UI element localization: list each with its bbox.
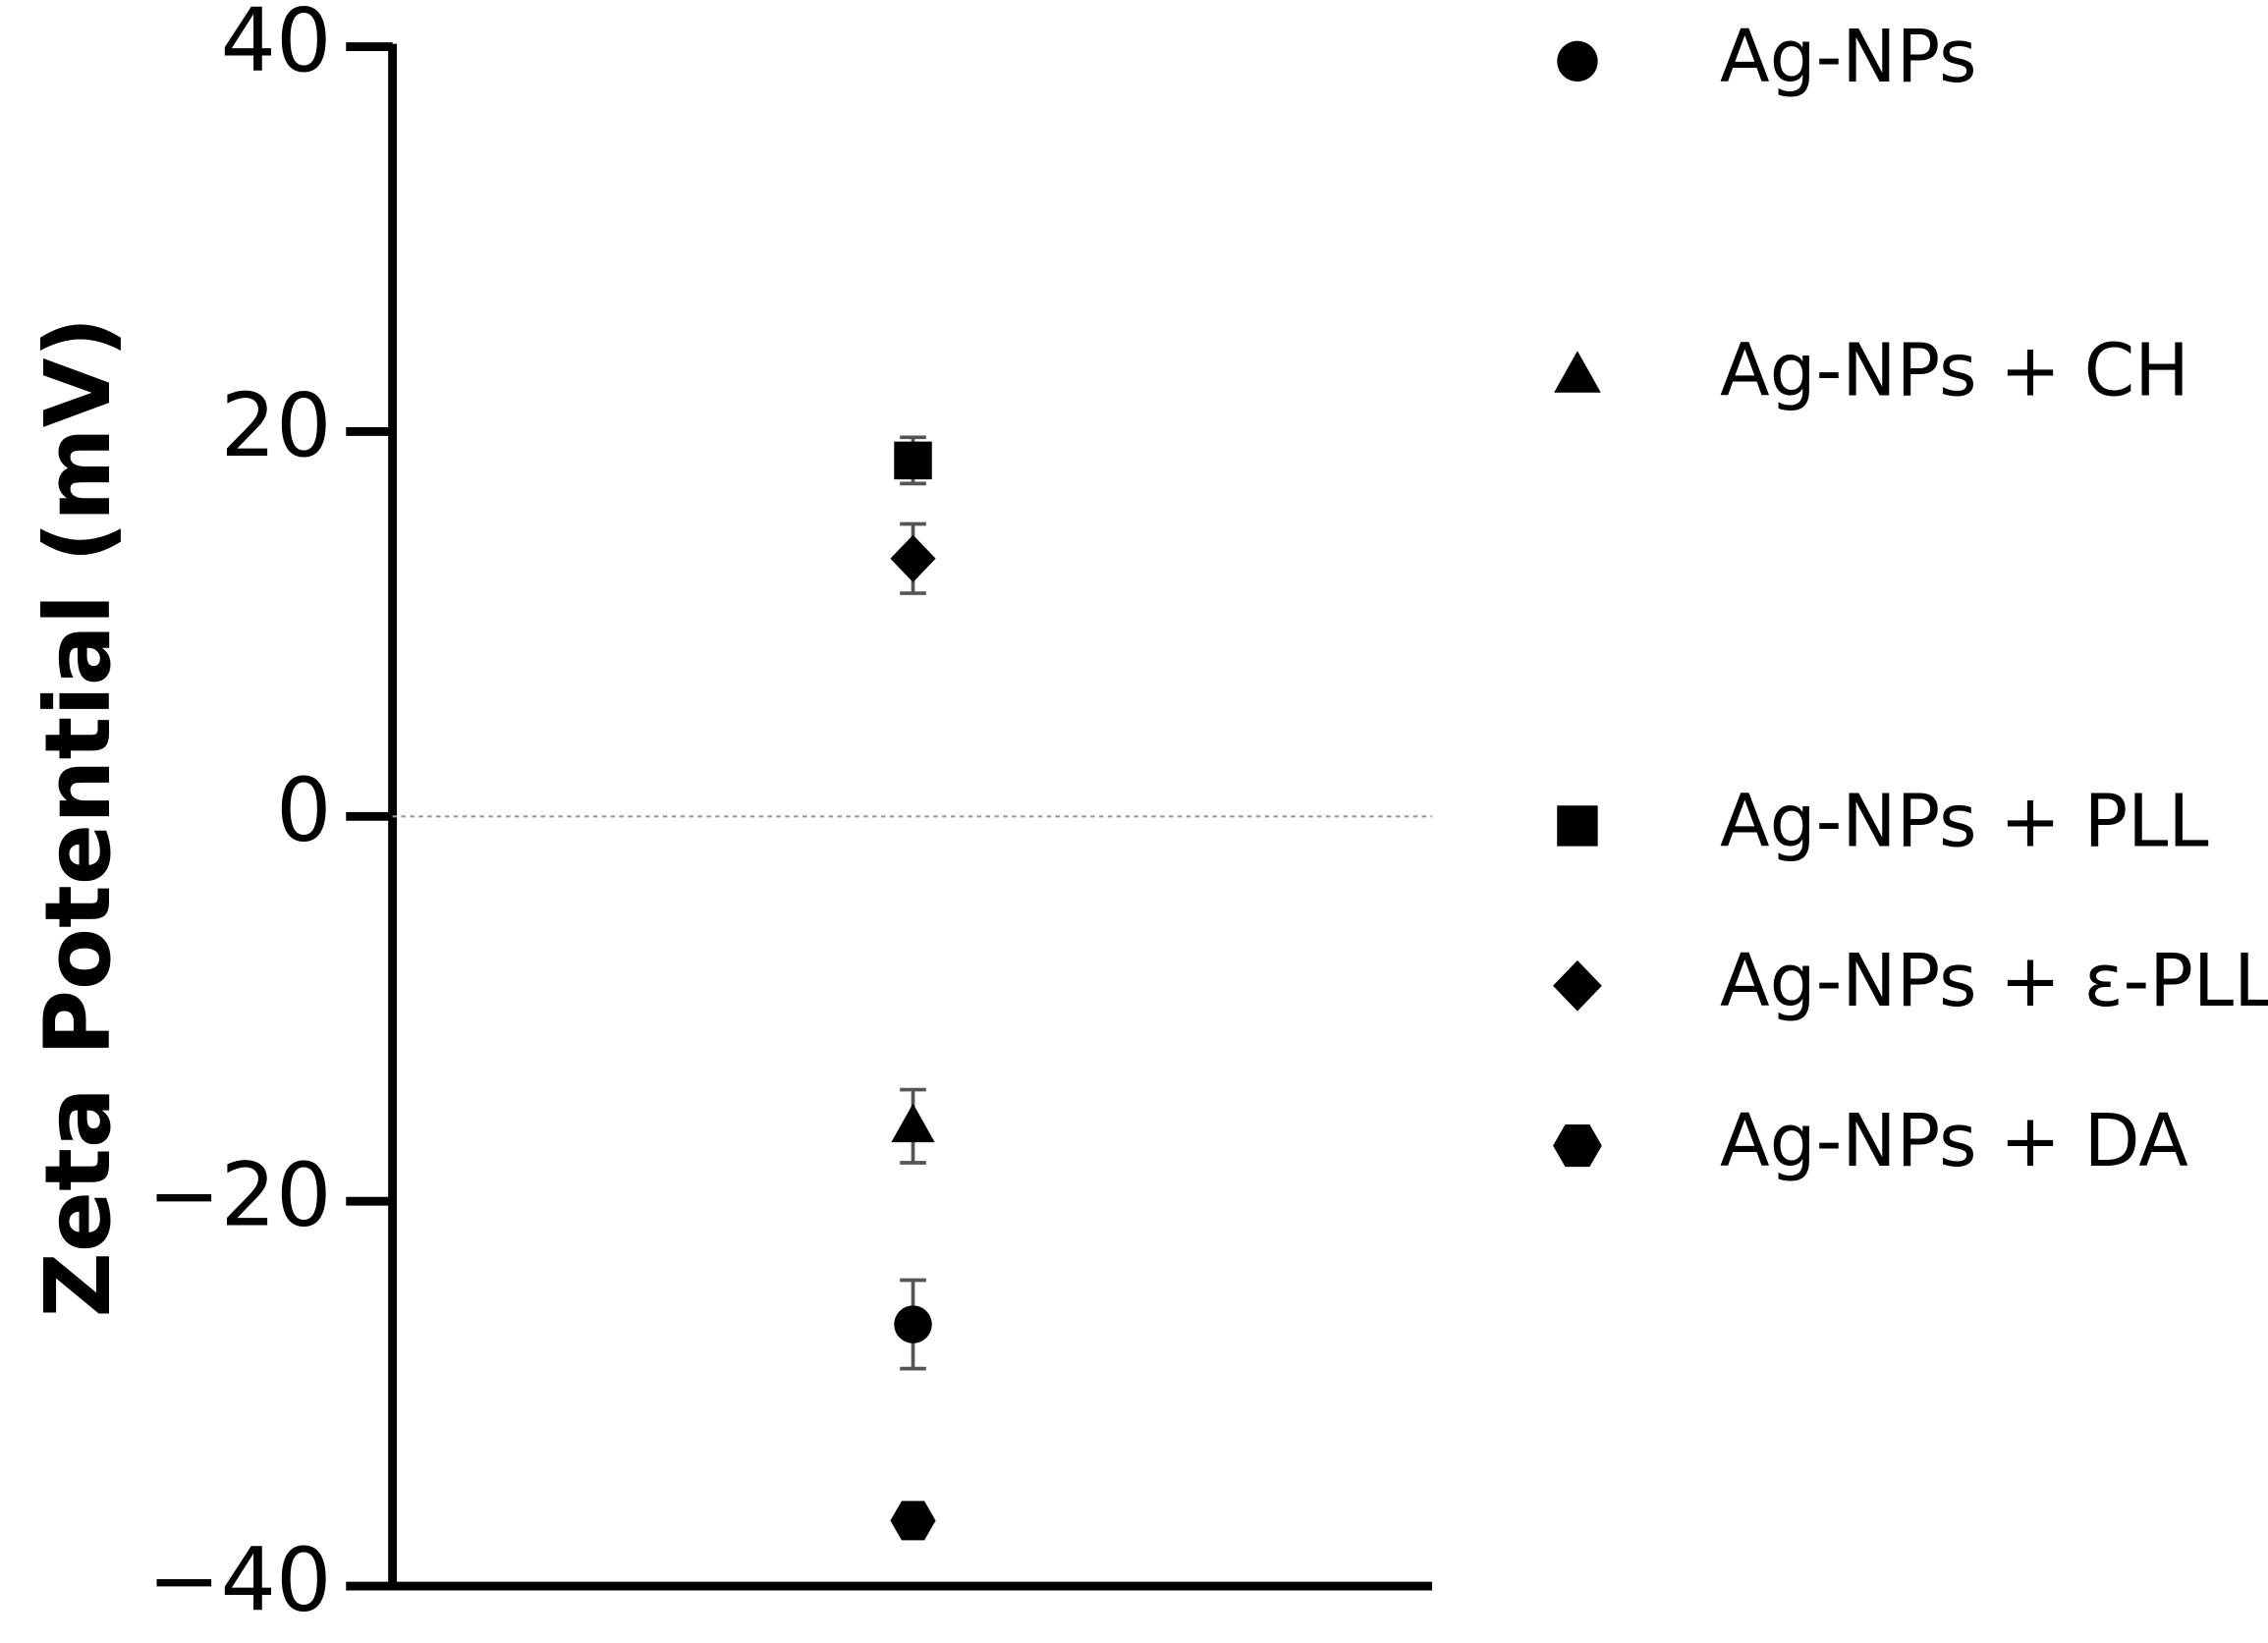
y-tick-label: −40: [147, 1529, 331, 1630]
y-tick-label: 20: [220, 375, 331, 476]
y-axis-label: Zeta Potential (mV): [26, 316, 131, 1317]
marker: [890, 534, 936, 582]
y-tick-label: 0: [276, 760, 332, 861]
y-tick-label: 40: [220, 0, 331, 91]
marker: [890, 1501, 936, 1541]
legend-label: Ag-NPs + DA: [1720, 1099, 2188, 1183]
legend-marker: [1557, 40, 1598, 82]
y-tick-label: −20: [147, 1145, 331, 1246]
marker: [894, 1305, 932, 1343]
legend-label: Ag-NPs: [1720, 15, 1977, 99]
legend-marker: [1557, 805, 1598, 847]
marker: [891, 1103, 935, 1143]
legend-label: Ag-NPs + ε-PLL: [1720, 939, 2268, 1023]
legend-marker: [1554, 351, 1601, 393]
legend-marker: [1553, 1124, 1602, 1168]
legend-marker: [1553, 959, 1602, 1012]
legend-label: Ag-NPs + PLL: [1720, 779, 2209, 863]
marker: [894, 441, 932, 480]
legend-label: Ag-NPs + CH: [1720, 329, 2189, 413]
